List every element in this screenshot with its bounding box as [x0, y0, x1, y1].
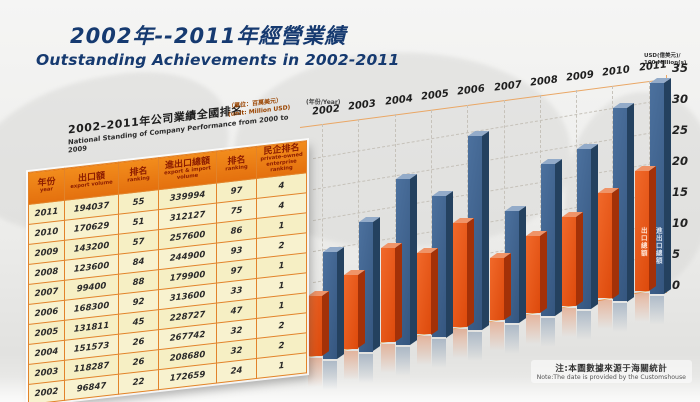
y-tick-label: 35	[672, 61, 689, 75]
title-chinese: 2002年--2011年經營業績	[70, 24, 347, 48]
year-label: 2011	[638, 59, 668, 74]
export-bar-reflection	[380, 343, 395, 378]
year-label: 2005	[420, 88, 450, 103]
year-gridline	[394, 114, 396, 342]
export-bar-reflection	[308, 358, 322, 392]
export-bar-reflection	[634, 293, 649, 328]
export-bar-front	[344, 275, 359, 349]
import-export-bar-reflection	[540, 317, 555, 352]
year-label: 2003	[347, 98, 377, 113]
import-export-bar-label: 進出口總額	[654, 227, 663, 265]
source-note: 注:本圖數據來源于海關統計 Note:The date is provided …	[530, 360, 692, 383]
import-export-bar-side	[373, 217, 381, 352]
import-export-bar-side	[663, 78, 671, 295]
export-bar-side	[612, 187, 620, 299]
import-export-bar-reflection	[359, 353, 374, 388]
import-export-bar-reflection	[577, 310, 592, 345]
export-bar-reflection	[562, 307, 577, 342]
export-bar-reflection	[416, 336, 431, 371]
col-header-0: 年份 year	[28, 168, 65, 205]
year-gridline	[539, 95, 541, 313]
title-english: Outstanding Achievements in 2002-2011	[36, 51, 400, 69]
year-gridline	[322, 124, 323, 356]
performance-table: 年份 year 出口額 export volume 排名 ranking 進出口總額 expo…	[28, 140, 307, 402]
year-gridline	[503, 100, 505, 320]
table-cell: 24	[216, 358, 257, 384]
year-label: 2010	[601, 64, 631, 79]
export-bar-side	[539, 231, 547, 313]
table-cell: 22	[118, 369, 159, 395]
source-note-english: Note:The date is provided by the Customs…	[536, 374, 686, 381]
col-header-4: 排名 ranking	[216, 146, 257, 184]
export-bar-front	[489, 258, 504, 320]
import-export-bar-side	[445, 190, 453, 338]
import-export-bar-reflection	[468, 332, 483, 367]
export-bar-reflection	[525, 314, 540, 349]
import-export-bar-side	[337, 247, 344, 359]
export-bar-side	[394, 242, 402, 342]
export-bar-front	[634, 170, 649, 292]
import-export-bar-side	[591, 143, 599, 309]
y-tick-label: 25	[672, 123, 689, 137]
year-gridline	[430, 109, 432, 335]
export-bar-side	[358, 270, 366, 349]
bar-chart: USD(億美元)/ 100 Million(s) (年份/Year) 0 5 10 1…	[299, 53, 700, 402]
export-bar-reflection	[489, 322, 504, 356]
col-header-2: 排名 ranking	[118, 157, 159, 195]
page-title: 2002年--2011年經營業績 Outstanding Achievement…	[36, 20, 399, 69]
import-export-bar-reflection	[323, 361, 337, 395]
export-bar-reflection	[453, 329, 468, 364]
year-label: 2008	[529, 73, 559, 89]
y-tick-label: 10	[672, 216, 689, 230]
performance-table-section: 2002–2011年公司業績全國排名 National Standing of …	[28, 97, 307, 402]
export-bar-label: 出口總額	[639, 227, 648, 258]
year-label: 2006	[456, 83, 486, 99]
export-bar-front	[380, 247, 395, 342]
export-bar-side	[430, 247, 438, 335]
import-export-bar-side	[409, 173, 417, 345]
chart-plot-area: 0 5 10 15 20 25 30 35 2002 2003 2004 2005 2006 2007 20…	[300, 55, 700, 402]
export-bar-reflection	[344, 350, 359, 385]
year-gridline	[358, 119, 360, 349]
import-export-bar-reflection	[431, 339, 446, 374]
import-export-bar-side	[482, 130, 490, 331]
import-export-bar-reflection	[395, 346, 410, 381]
y-tick-label: 0	[672, 278, 681, 292]
table-cell: 2002	[28, 380, 65, 402]
source-note-chinese: 注:本圖數據來源于海關統計	[555, 364, 668, 374]
export-bar-front	[598, 192, 613, 299]
import-export-bar-side	[518, 206, 526, 323]
y-tick-label: 20	[672, 154, 689, 168]
import-export-bar-reflection	[504, 325, 519, 359]
y-tick-label: 15	[672, 185, 689, 199]
export-bar-side	[576, 211, 584, 306]
export-bar-side	[467, 217, 475, 328]
export-bar-side	[503, 253, 511, 320]
export-bar-front	[416, 252, 431, 335]
y-tick-label: 30	[672, 92, 689, 106]
year-label: 2004	[384, 93, 414, 108]
export-bar-front	[308, 295, 322, 356]
export-bar-side	[322, 291, 329, 356]
export-bar-reflection	[598, 300, 613, 335]
import-export-bar-side	[554, 159, 562, 316]
y-tick-label: 5	[672, 247, 681, 261]
import-export-bar-side	[627, 102, 635, 302]
year-label: 2007	[493, 78, 522, 94]
export-bar-front	[562, 216, 577, 306]
year-gridline	[576, 90, 578, 306]
export-bar-front	[453, 222, 468, 328]
import-export-bar-reflection	[613, 303, 628, 338]
year-label: 2009	[565, 69, 595, 84]
table-cell: 1	[256, 352, 307, 379]
import-export-bar-reflection	[649, 296, 664, 331]
export-bar-front	[525, 236, 540, 313]
year-gridline	[467, 104, 469, 328]
year-axis-label: (年份/Year)	[306, 99, 341, 106]
value-axis-unit-label: USD(億美元)/ 100 Million(s)	[644, 53, 687, 67]
